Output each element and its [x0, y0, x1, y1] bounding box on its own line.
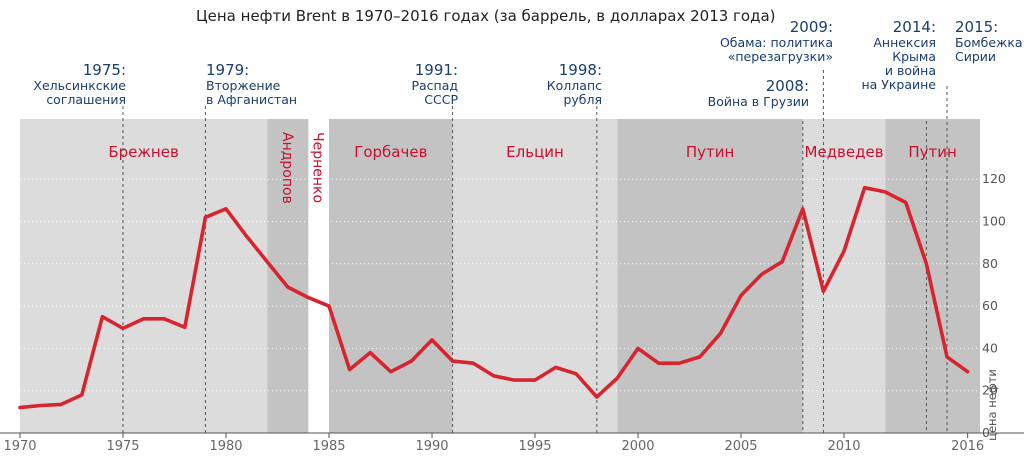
- chart-title: Цена нефти Brent в 1970–2016 годах (за б…: [196, 7, 776, 25]
- y-tick-label: 120: [982, 171, 1006, 186]
- y-tick-label: 40: [982, 340, 998, 355]
- x-tick-label: 1985: [312, 439, 345, 454]
- leader-band: [20, 119, 268, 433]
- x-tick-label: 1995: [518, 439, 551, 454]
- leader-band: [617, 119, 803, 433]
- price-line: [18, 185, 970, 410]
- event-text: соглашения: [46, 92, 126, 107]
- leader-band: [452, 119, 618, 433]
- leader-band: [329, 119, 453, 433]
- event-year: 2008:: [766, 77, 809, 95]
- event-text: в Афганистан: [206, 92, 297, 107]
- leader-band: [267, 119, 309, 433]
- event-year: 2014:: [893, 18, 936, 36]
- event-text: Аннексия: [873, 35, 936, 50]
- event-text: Война в Грузии: [708, 94, 809, 109]
- event-text: СССР: [424, 92, 458, 107]
- y-tick-label: 100: [982, 214, 1006, 229]
- axes: 1970 1975 1980 1985 1990 1995 2000 2005 2010 2016…: [0, 171, 1024, 454]
- y-tick-label: 60: [982, 298, 998, 313]
- event-text: Бомбежка: [955, 35, 1023, 50]
- event-text: Вторжение: [206, 78, 281, 93]
- y-axis-label: цена нефти: [985, 369, 999, 441]
- leader-bands: [20, 119, 980, 433]
- leader-label: Горбачев: [354, 143, 427, 161]
- y-tick-label: 0: [982, 425, 990, 440]
- event-text: Распад: [411, 78, 458, 93]
- event-text: «перезагрузки»: [728, 49, 833, 64]
- leader-label: Медведев: [805, 143, 884, 161]
- event-year: 1998:: [559, 61, 602, 79]
- price-series-line: [18, 185, 970, 410]
- y-tick-label: 20: [982, 383, 998, 398]
- leader-label: Путин: [908, 143, 956, 161]
- x-tick-label: 1975: [106, 439, 139, 454]
- event-year: 1991:: [415, 61, 458, 79]
- event-year: 2009:: [790, 18, 833, 36]
- event-text: Коллапс: [547, 78, 602, 93]
- x-tick-label: 1980: [209, 439, 242, 454]
- x-tick-label: 2016: [951, 439, 984, 454]
- x-tick-label: 1990: [415, 439, 448, 454]
- leader-band: [802, 119, 886, 433]
- event-year: 1979:: [206, 61, 249, 79]
- event-text: Обама: политика: [720, 35, 833, 50]
- x-tick-label: 2010: [827, 439, 860, 454]
- leader-label: Путин: [686, 143, 734, 161]
- event-text: Сирии: [955, 49, 996, 64]
- gridlines: [20, 178, 980, 392]
- leader-label: Андропов: [279, 132, 295, 204]
- y-tick-label: 80: [982, 256, 998, 271]
- event-text: Крыма: [892, 49, 936, 64]
- leader-labels: Брежнев Андропов Черненко Горбачев Ельцин Пут…: [108, 132, 956, 204]
- x-tick-label: 2005: [724, 439, 757, 454]
- event-year: 2015:: [955, 18, 998, 36]
- event-text: на Украине: [861, 77, 936, 92]
- event-text: и война: [885, 63, 936, 78]
- leader-label: Брежнев: [108, 143, 178, 161]
- leader-band: [885, 119, 980, 433]
- leader-band: [308, 119, 330, 433]
- leader-label: Ельцин: [506, 143, 564, 161]
- event-year: 1975:: [83, 61, 126, 79]
- x-tick-label: 1970: [3, 439, 36, 454]
- x-tick-label: 2000: [621, 439, 654, 454]
- event-text: Хельсинкские: [33, 78, 126, 93]
- event-text: рубля: [563, 92, 602, 107]
- leader-label: Черненко: [310, 132, 326, 203]
